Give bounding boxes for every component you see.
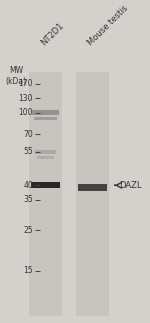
Text: 70: 70: [23, 130, 33, 139]
Text: 40: 40: [23, 181, 33, 190]
Text: 100: 100: [19, 108, 33, 117]
Text: MW
(kDa): MW (kDa): [6, 66, 27, 86]
Text: 170: 170: [19, 79, 33, 88]
Bar: [34, 117, 57, 120]
Text: 25: 25: [23, 226, 33, 235]
Bar: [35, 150, 56, 154]
Bar: [78, 184, 107, 191]
Bar: [32, 110, 59, 115]
Text: 55: 55: [23, 147, 33, 156]
Text: 15: 15: [23, 266, 33, 275]
Text: 130: 130: [19, 94, 33, 103]
Bar: [29, 72, 62, 316]
Text: NT2D1: NT2D1: [39, 21, 66, 47]
Bar: [76, 72, 109, 316]
Bar: [37, 156, 54, 159]
Text: 35: 35: [23, 195, 33, 204]
Bar: [31, 182, 60, 188]
Text: Mouse testis: Mouse testis: [86, 4, 130, 47]
Text: DAZL: DAZL: [119, 181, 142, 190]
